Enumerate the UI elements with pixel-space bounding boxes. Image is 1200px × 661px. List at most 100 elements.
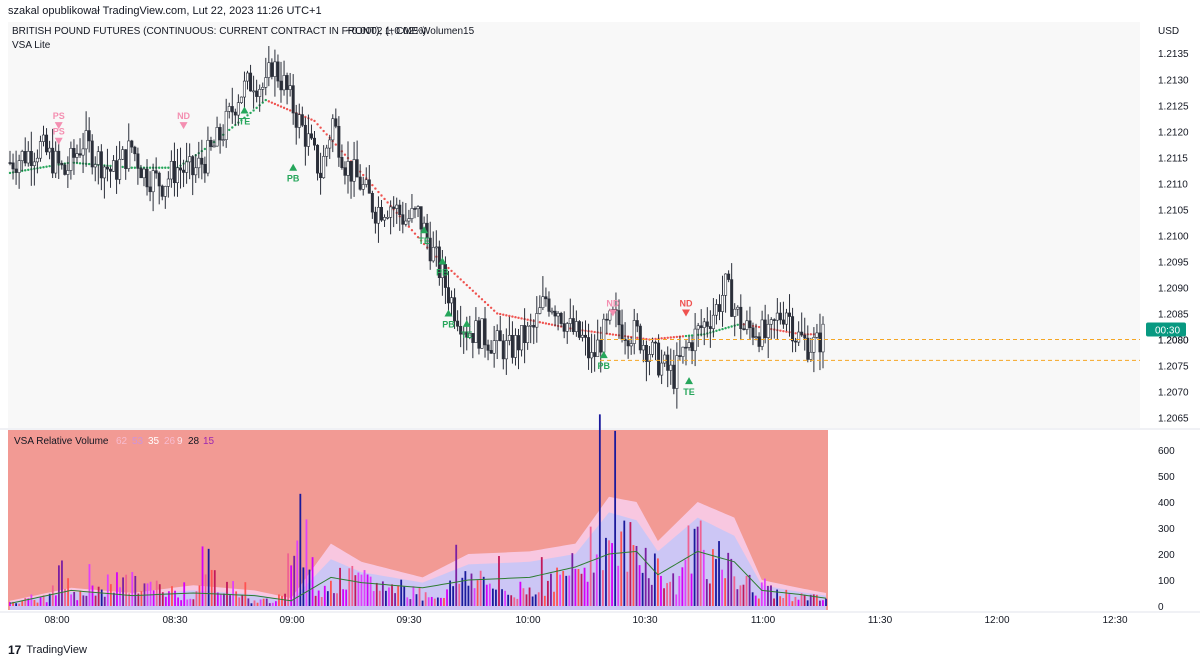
candle: [398, 199, 402, 231]
volume-bar: [440, 597, 442, 606]
volume-bar: [27, 598, 30, 606]
volume-bar: [54, 595, 57, 606]
volume-bar: [485, 584, 488, 606]
candle-body: [376, 207, 380, 224]
volume-bar: [592, 572, 595, 606]
candle-body: [714, 304, 718, 316]
publisher-text: szakal opublikował TradingView.com, Lut …: [8, 5, 322, 17]
candle: [401, 201, 405, 234]
candle-body: [486, 344, 490, 351]
candle-body: [319, 172, 323, 179]
vsa-marker: TE: [239, 106, 251, 126]
candle-body: [657, 342, 661, 376]
candle: [532, 319, 536, 345]
candle-body: [815, 332, 819, 338]
candle-body: [26, 150, 30, 164]
volume-bar: [391, 584, 393, 606]
trail-dot: [675, 335, 679, 339]
trail-dot: [608, 332, 612, 336]
trail-dot: [505, 314, 508, 317]
volume-bar: [782, 598, 785, 606]
volume-bar: [39, 597, 42, 606]
candle: [142, 167, 146, 187]
trail-dot: [42, 166, 45, 169]
volume-bar: [244, 582, 247, 606]
candle-body: [465, 331, 469, 338]
trail-dot: [724, 327, 727, 330]
volume-bar: [653, 553, 656, 606]
candle: [291, 74, 295, 125]
candle: [118, 141, 122, 185]
candle: [282, 60, 286, 96]
volume-bar: [259, 599, 262, 606]
price-tick-label: 1.2115: [1158, 153, 1188, 164]
time-tick-label: 10:00: [515, 615, 540, 626]
marker-label: TE: [239, 116, 251, 126]
candle: [230, 87, 234, 124]
candle-body: [115, 160, 119, 180]
candle-body: [322, 156, 326, 179]
volume-bar: [317, 590, 320, 606]
volume-bar: [635, 545, 638, 606]
candle: [766, 314, 770, 359]
volume-bar: [733, 576, 736, 606]
volume-legend-value: 9: [177, 436, 183, 447]
trail-dot: [480, 298, 484, 301]
candle: [547, 291, 551, 317]
candle: [687, 336, 691, 351]
candle: [130, 139, 134, 153]
candle-body: [489, 350, 493, 354]
trail-dot: [794, 332, 797, 335]
candle-body: [818, 332, 822, 353]
triangle-down-icon: [54, 137, 63, 145]
volume-bar: [495, 589, 497, 606]
candle-body: [255, 90, 259, 97]
candle: [90, 134, 94, 175]
candle: [343, 161, 347, 185]
candle-body: [355, 159, 359, 178]
candle: [136, 147, 140, 185]
candle: [102, 165, 106, 199]
candle: [699, 309, 703, 337]
volume-bar: [253, 600, 256, 606]
candle: [322, 145, 326, 179]
candle-body: [480, 318, 484, 349]
volume-bar: [556, 567, 558, 606]
triangle-up-icon: [462, 319, 471, 327]
time-axis: 08:00 08:30 09:00 09:30 10:00 10:30 11:00 11:30…: [0, 611, 1200, 626]
time-tick-label: 08:00: [44, 615, 69, 626]
trail-dot: [486, 303, 490, 307]
candle-body: [474, 320, 478, 343]
volume-bar: [464, 571, 467, 606]
trail-dot: [660, 337, 663, 340]
trail-dot: [502, 313, 505, 316]
candle-body: [587, 337, 591, 359]
candle: [520, 325, 524, 357]
candle: [288, 72, 292, 97]
trail-dot: [687, 334, 691, 337]
candle: [340, 144, 344, 170]
trail-dot: [48, 164, 51, 168]
vsa-marker: TE: [418, 226, 430, 246]
candle: [139, 164, 143, 179]
trail-dot: [413, 232, 417, 235]
volume-bar: [473, 588, 476, 606]
trail-dot: [161, 166, 164, 169]
candle-body: [641, 345, 645, 351]
candle-body: [769, 319, 773, 325]
candle: [349, 161, 353, 199]
candle: [751, 322, 755, 346]
vsa-marker: TE: [683, 377, 695, 397]
chart-canvas[interactable]: 1.2135 1.2130 1.2125 1.2120 1.2115 1.2110 1.21…: [0, 20, 1200, 638]
volume-moving-average-line: [9, 550, 827, 604]
trail-dot: [468, 286, 471, 290]
candle-body: [90, 140, 94, 168]
candle: [383, 214, 387, 227]
candle-body: [392, 206, 396, 209]
volume-bar: [186, 599, 189, 606]
marker-label: ND: [606, 298, 619, 308]
candle-body: [574, 321, 578, 332]
volume-indicator-label: Wolumen15: [421, 26, 475, 37]
candle-body: [617, 310, 621, 326]
candle-body: [227, 106, 231, 112]
